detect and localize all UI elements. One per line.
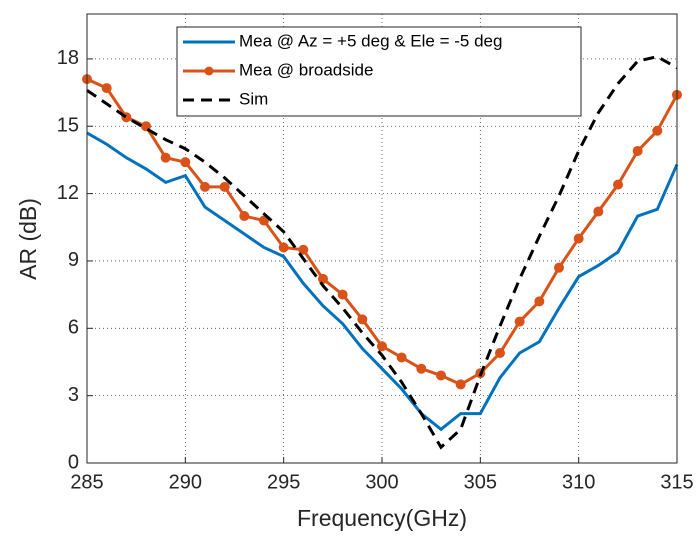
data-point <box>239 211 250 222</box>
data-point <box>298 244 309 255</box>
legend-marker <box>204 66 214 76</box>
x-tick-label: 295 <box>267 471 300 493</box>
y-tick-label: 12 <box>57 182 79 204</box>
data-point <box>534 296 545 307</box>
y-tick-label: 9 <box>68 249 79 271</box>
data-point <box>180 157 191 168</box>
data-point <box>514 316 525 327</box>
data-point <box>416 363 427 374</box>
y-tick-label: 6 <box>68 317 79 339</box>
plot-frame <box>86 13 678 464</box>
y-tick-label: 0 <box>68 451 79 473</box>
data-point <box>613 179 623 190</box>
series-line <box>86 55 678 450</box>
x-tick-label: 290 <box>169 471 202 493</box>
data-point <box>396 352 407 363</box>
data-point <box>160 152 171 163</box>
y-tick-label: 18 <box>57 47 79 69</box>
data-point <box>101 83 112 94</box>
y-tick-label: 3 <box>68 384 79 406</box>
data-point <box>652 125 663 136</box>
data-point <box>278 242 289 253</box>
data-point <box>573 233 584 244</box>
data-point <box>318 273 328 284</box>
x-tick-label: 300 <box>365 471 398 493</box>
legend-label: Mea @ broadside <box>239 60 373 79</box>
data-point <box>436 370 446 381</box>
y-tick-label: 15 <box>57 115 79 137</box>
data-point <box>554 262 564 273</box>
y-axis-label: AR (dB) <box>15 198 41 280</box>
data-point <box>455 379 466 390</box>
data-point <box>259 215 269 226</box>
x-tick-label: 315 <box>660 471 693 493</box>
x-tick-label: 310 <box>562 471 595 493</box>
x-tick-label: 305 <box>464 471 497 493</box>
data-point <box>377 341 387 352</box>
data-point <box>337 289 348 300</box>
x-tick-label: 285 <box>70 471 103 493</box>
data-point <box>632 145 643 156</box>
series-line <box>86 131 679 432</box>
data-point <box>495 347 505 358</box>
data-point <box>200 181 210 192</box>
x-axis-label: Frequency(GHz) <box>297 505 467 531</box>
legend-label: Sim <box>239 89 268 108</box>
data-point <box>593 206 604 217</box>
legend-label: Mea @ Az = +5 deg & Ele = -5 deg <box>239 31 502 50</box>
data-point <box>219 181 230 192</box>
legend-box <box>176 26 582 117</box>
data-point <box>357 314 368 325</box>
